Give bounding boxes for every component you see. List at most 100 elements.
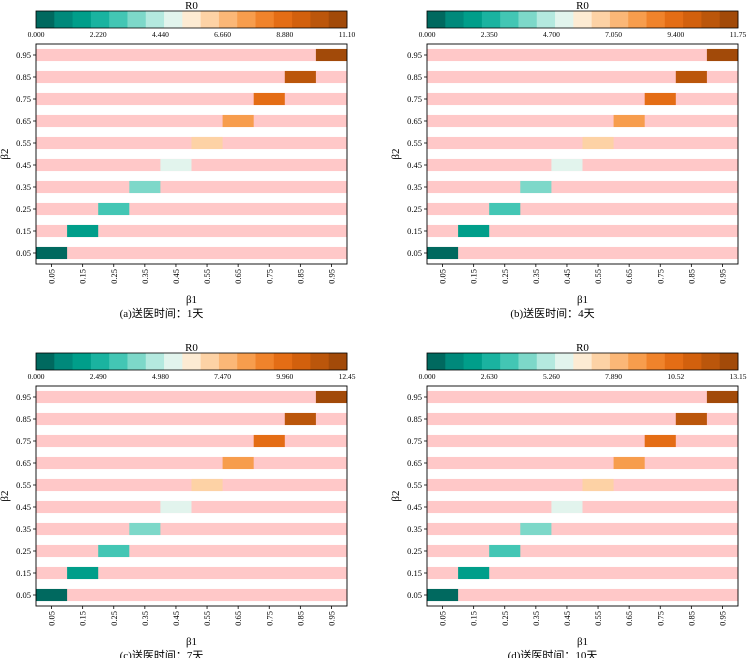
heat-cell (675, 412, 707, 426)
colorbar-tick-label: 11.10 (339, 30, 356, 39)
colorbar-swatch (628, 11, 647, 28)
colorbar-swatch (628, 353, 647, 370)
colorbar-swatch (683, 353, 702, 370)
x-tick-label: 0.95 (717, 611, 727, 626)
y-tick-label: 0.45 (407, 502, 422, 512)
y-tick-label: 0.35 (16, 524, 31, 534)
row-bar (427, 588, 738, 602)
y-tick-label: 0.85 (407, 414, 422, 424)
x-tick-label: 0.65 (624, 611, 634, 626)
colorbar-swatch (427, 11, 446, 28)
row-bar (36, 588, 347, 602)
heat-cell (675, 70, 707, 84)
row-bar (36, 180, 347, 194)
colorbar-tick-label: 4.440 (152, 30, 169, 39)
heat-cell (427, 246, 459, 260)
y-tick-label: 0.65 (16, 458, 31, 468)
row-bar (36, 566, 347, 580)
colorbar-tick-label: 5.260 (543, 372, 560, 381)
colorbar-swatch (536, 11, 556, 28)
y-tick-label: 0.85 (16, 72, 31, 82)
x-tick-label: 0.25 (500, 269, 510, 284)
x-tick-label: 0.55 (202, 611, 212, 626)
x-tick-label: 0.15 (78, 611, 88, 626)
colorbar-swatch (145, 11, 165, 28)
x-tick-label: 0.35 (140, 611, 150, 626)
y-tick-label: 0.65 (16, 116, 31, 126)
heat-cell (706, 48, 738, 62)
colorbar-tick-label: 2.220 (90, 30, 107, 39)
colorbar-swatch (683, 11, 702, 28)
x-tick-label: 0.15 (469, 611, 479, 626)
heat-cell (253, 92, 285, 106)
heat-cell (458, 224, 490, 238)
colorbar-tick-label: 12.45 (339, 372, 356, 381)
y-tick-label: 0.35 (16, 182, 31, 192)
colorbar: R0 0.000 2.350 4.700 7.050 9.400 11.75 (419, 0, 747, 39)
colorbar-title: R0 (185, 342, 198, 354)
heat-cell (191, 478, 223, 492)
row-bar (427, 544, 738, 558)
row-bar (427, 114, 738, 128)
y-tick-label: 0.15 (16, 226, 31, 236)
heat-cell (644, 92, 676, 106)
row-bar (427, 456, 738, 470)
colorbar-tick-label: 0.000 (28, 372, 45, 381)
colorbar-tick-label: 4.700 (543, 30, 560, 39)
heat-cell (129, 522, 161, 536)
colorbar-swatch (555, 11, 574, 28)
x-tick-label: 0.65 (624, 269, 634, 284)
colorbar-swatch (237, 11, 256, 28)
x-tick-label: 0.25 (109, 611, 119, 626)
heat-cell (222, 114, 254, 128)
x-tick-label: 0.75 (264, 269, 274, 284)
x-tick-label: 0.45 (562, 269, 572, 284)
row-bar (427, 92, 738, 106)
plot-frame (35, 385, 348, 607)
row-bar (36, 456, 347, 470)
y-tick-label: 0.15 (407, 568, 422, 578)
heat-cell (315, 390, 347, 404)
colorbar-swatch (273, 353, 293, 370)
colorbar-swatch (90, 11, 110, 28)
colorbar-tick-label: 7.890 (605, 372, 622, 381)
colorbar-swatch (591, 11, 611, 28)
panel-b: R0 0.000 2.350 4.700 7.050 9.400 11.75 0.95 0.85… (390, 0, 747, 320)
colorbar-swatch (609, 353, 629, 370)
x-tick-label: 0.45 (562, 611, 572, 626)
colorbar-tick-label: 11.75 (730, 30, 747, 39)
row-bar (427, 70, 738, 84)
row-bar (36, 202, 347, 216)
y-tick-label: 0.25 (16, 546, 31, 556)
panel-caption: (c)送医时间：7天 (120, 648, 204, 658)
panel-a: R0 0.000 2.220 4.440 6.660 8.880 11.10 0.95 0.85… (0, 0, 356, 320)
y-tick-label: 0.25 (16, 204, 31, 214)
heat-cell (315, 48, 347, 62)
x-tick-label: 0.05 (47, 269, 57, 284)
colorbar-title: R0 (576, 0, 589, 12)
colorbar-frame (35, 352, 348, 371)
colorbar-swatch (719, 353, 739, 370)
x-axis-title: β1 (186, 636, 197, 648)
y-tick-label: 0.45 (407, 160, 422, 170)
colorbar-swatch (182, 11, 202, 28)
colorbar-swatch (463, 11, 483, 28)
colorbar-swatch (463, 353, 483, 370)
colorbar-swatch (481, 11, 501, 28)
y-tick-label: 0.55 (407, 480, 422, 490)
colorbar-tick-label: 0.000 (28, 30, 45, 39)
y-tick-label: 0.95 (407, 50, 422, 60)
colorbar-swatch (664, 353, 684, 370)
colorbar-title: R0 (185, 0, 198, 12)
y-tick-label: 0.05 (407, 248, 422, 258)
colorbar-swatch (310, 353, 330, 370)
row-bar (36, 92, 347, 106)
colorbar-swatch (573, 11, 593, 28)
heat-cell (613, 456, 645, 470)
x-tick-label: 0.05 (438, 611, 448, 626)
y-tick-label: 0.35 (407, 182, 422, 192)
y-axis-title: β2 (390, 148, 402, 159)
x-tick-label: 0.25 (500, 611, 510, 626)
colorbar-swatch (255, 11, 275, 28)
